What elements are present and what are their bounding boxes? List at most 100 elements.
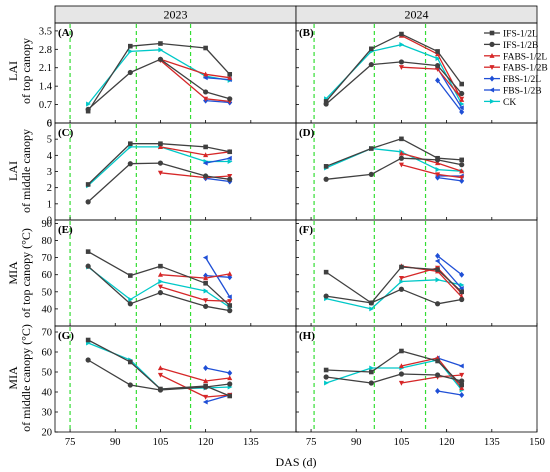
series-ifs-1-2l (323, 348, 464, 388)
data-point (226, 155, 232, 161)
data-point (435, 167, 441, 173)
data-point (398, 276, 404, 281)
x-tick-label: 120 (198, 437, 214, 448)
data-point (128, 48, 134, 54)
data-point (398, 155, 405, 161)
data-point (203, 96, 209, 102)
data-point (435, 267, 440, 272)
legend-marker (489, 98, 495, 104)
year-header-2023: 2023 (164, 8, 188, 22)
data-point (398, 371, 405, 377)
series-ifs-1-2b (85, 160, 233, 205)
y-tick-label: 60 (42, 270, 53, 281)
data-point (459, 81, 464, 87)
series-line (437, 357, 462, 367)
data-point (435, 160, 441, 166)
data-point (157, 290, 164, 296)
series-line (205, 257, 231, 298)
data-point (85, 263, 91, 269)
data-point (435, 155, 440, 161)
series-group (85, 249, 233, 314)
data-point (85, 337, 91, 343)
y-tick-label: 40 (42, 388, 53, 399)
data-point (127, 161, 133, 167)
panel-label: (H) (299, 330, 315, 342)
panel-frame (295, 325, 538, 433)
data-point (434, 301, 441, 307)
panel-f: (F) (295, 219, 538, 327)
data-point (435, 174, 441, 181)
legend-marker (489, 30, 495, 36)
series-group (323, 136, 465, 184)
data-point (157, 144, 163, 149)
legend-entry: FABS-1/2L (484, 52, 547, 62)
data-point (398, 59, 405, 65)
y-tick-label: 0 (47, 216, 52, 227)
legend-label: FABS-1/2B (503, 64, 548, 74)
data-point (368, 61, 374, 68)
data-point (158, 41, 163, 46)
data-point (203, 71, 209, 77)
legend-label: CK (503, 98, 516, 108)
data-point (434, 258, 440, 264)
series-ifs-1-2l (323, 264, 464, 306)
panel-label: (B) (299, 27, 314, 39)
series-line (205, 177, 230, 183)
data-point (369, 365, 375, 371)
panel-h: 75 90 105 120 135 150 (H) (295, 325, 545, 448)
data-point (369, 300, 374, 306)
y-tick-label: 5 (47, 135, 52, 146)
data-point (459, 378, 465, 384)
data-point (399, 136, 404, 142)
series-line (205, 394, 230, 403)
panel-label: (G) (58, 330, 74, 342)
data-point (127, 301, 133, 307)
data-point (158, 47, 164, 53)
panel-label: (D) (299, 127, 315, 139)
x-tick-label: 135 (484, 437, 500, 448)
legend-entry: IFS-1/2B (484, 41, 538, 51)
data-point (203, 173, 209, 179)
series-line (437, 260, 463, 289)
data-point (85, 357, 91, 363)
series-ck (324, 277, 465, 312)
series-ifs-1-2l (85, 141, 233, 187)
legend-marker (489, 53, 495, 58)
data-point (398, 162, 404, 168)
y-tick-label: 3 (47, 167, 52, 178)
data-point (399, 42, 405, 48)
data-point (458, 363, 464, 369)
data-point (227, 370, 233, 376)
data-point (202, 255, 208, 261)
data-point (459, 385, 465, 391)
data-point (227, 393, 233, 399)
y-tick-label: 1.4 (39, 82, 53, 93)
data-point (435, 55, 441, 62)
data-point (203, 383, 208, 389)
data-point (227, 173, 233, 179)
data-point (227, 299, 233, 304)
data-point (369, 146, 374, 151)
panel-b: (B) (295, 22, 538, 124)
data-point (369, 46, 374, 52)
data-point (459, 177, 465, 184)
data-point (227, 96, 233, 102)
data-point (459, 168, 465, 174)
data-point (227, 74, 233, 80)
y-tick-label: 70 (42, 328, 53, 339)
data-point (323, 367, 329, 373)
data-point (227, 381, 233, 387)
data-point (128, 141, 133, 146)
data-point (85, 108, 91, 114)
data-point (203, 280, 208, 286)
data-point (202, 160, 208, 166)
y-tick-label: 60 (42, 348, 53, 359)
row-ylabel-0-line2: of top canopy (19, 38, 33, 104)
series-fbs-1-2l (203, 365, 233, 376)
data-point (86, 101, 91, 107)
y-tick-label: 0.7 (39, 100, 52, 111)
row-ylabels: LAI of top canopy LAI of middle canopy M… (6, 38, 33, 432)
data-point (202, 75, 208, 81)
row-ylabel-1-line2: of middle canopy (19, 129, 33, 213)
data-point (368, 380, 374, 386)
